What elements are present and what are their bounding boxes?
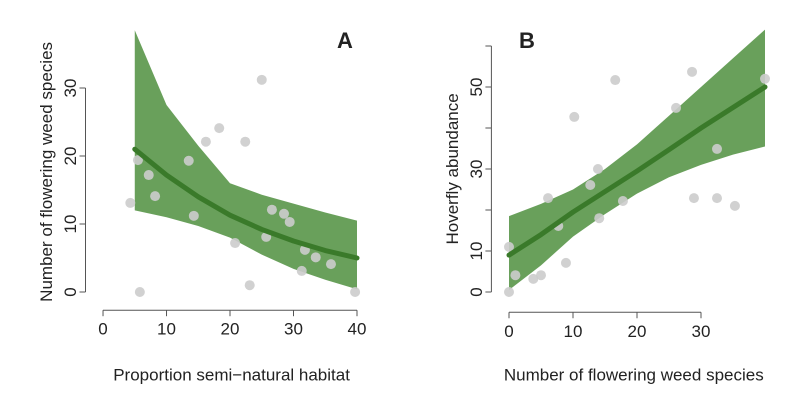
data-point	[296, 265, 307, 276]
data-point	[284, 216, 295, 227]
fit-line	[132, 146, 360, 261]
x-tick-label: 20	[221, 320, 240, 339]
y-tick-label: 30	[467, 160, 486, 179]
data-point	[610, 75, 621, 86]
data-point	[504, 241, 514, 252]
data-point	[244, 280, 255, 291]
data-point	[200, 136, 211, 147]
data-point	[536, 270, 546, 281]
x-axis-title: Proportion semi−natural habitat	[113, 365, 350, 384]
x-tick-label: 10	[564, 322, 583, 341]
x-axis-title: Number of flowering weed species	[504, 365, 764, 384]
data-point	[150, 191, 161, 202]
data-point	[729, 200, 740, 211]
data-point	[712, 193, 722, 204]
data-point	[760, 73, 770, 84]
y-tick-label: 0	[61, 287, 80, 296]
data-point	[594, 213, 605, 224]
data-point	[687, 66, 698, 77]
y-axis-title: Hoverfly abundance	[443, 93, 462, 244]
y-tick-label: 0	[467, 287, 486, 296]
data-point	[143, 170, 154, 181]
panel-label: B	[519, 28, 535, 53]
data-point	[125, 197, 136, 208]
y-tick-label: 10	[61, 215, 80, 234]
data-point	[592, 164, 603, 174]
data-point	[134, 287, 145, 297]
y-tick-label: 20	[61, 147, 80, 166]
data-point	[240, 136, 251, 147]
data-point	[183, 155, 194, 166]
data-point	[188, 210, 199, 221]
data-point	[688, 193, 699, 204]
confidence-band	[134, 30, 358, 290]
data-point	[617, 195, 628, 206]
data-point	[310, 252, 321, 263]
y-tick-label: 10	[467, 242, 486, 261]
data-point	[132, 155, 143, 166]
x-tick-label: 0	[504, 322, 513, 341]
x-tick-label: 30	[692, 322, 711, 341]
data-point	[325, 259, 336, 270]
data-point	[266, 204, 277, 215]
fit-line	[506, 84, 768, 258]
data-point	[560, 257, 571, 268]
data-point	[585, 179, 596, 190]
confidence-band	[509, 29, 765, 290]
panel-label: A	[337, 28, 353, 53]
data-point	[510, 270, 521, 281]
data-point	[214, 123, 225, 134]
data-point	[256, 74, 267, 85]
x-tick-label: 0	[98, 320, 107, 339]
data-point	[504, 287, 514, 297]
data-point	[350, 287, 361, 297]
y-tick-label: 30	[61, 79, 80, 98]
data-point	[528, 273, 539, 284]
data-point	[569, 111, 580, 122]
data-point	[543, 193, 554, 204]
data-point	[278, 208, 289, 219]
x-tick-label: 10	[157, 320, 176, 339]
data-point	[671, 102, 682, 113]
y-tick-label: 50	[467, 78, 486, 97]
y-axis-title: Number of flowering weed species	[37, 42, 56, 302]
x-tick-label: 30	[284, 320, 303, 339]
x-tick-label: 40	[348, 320, 367, 339]
data-point	[712, 143, 722, 154]
x-tick-label: 20	[628, 322, 647, 341]
data-point	[230, 238, 241, 249]
